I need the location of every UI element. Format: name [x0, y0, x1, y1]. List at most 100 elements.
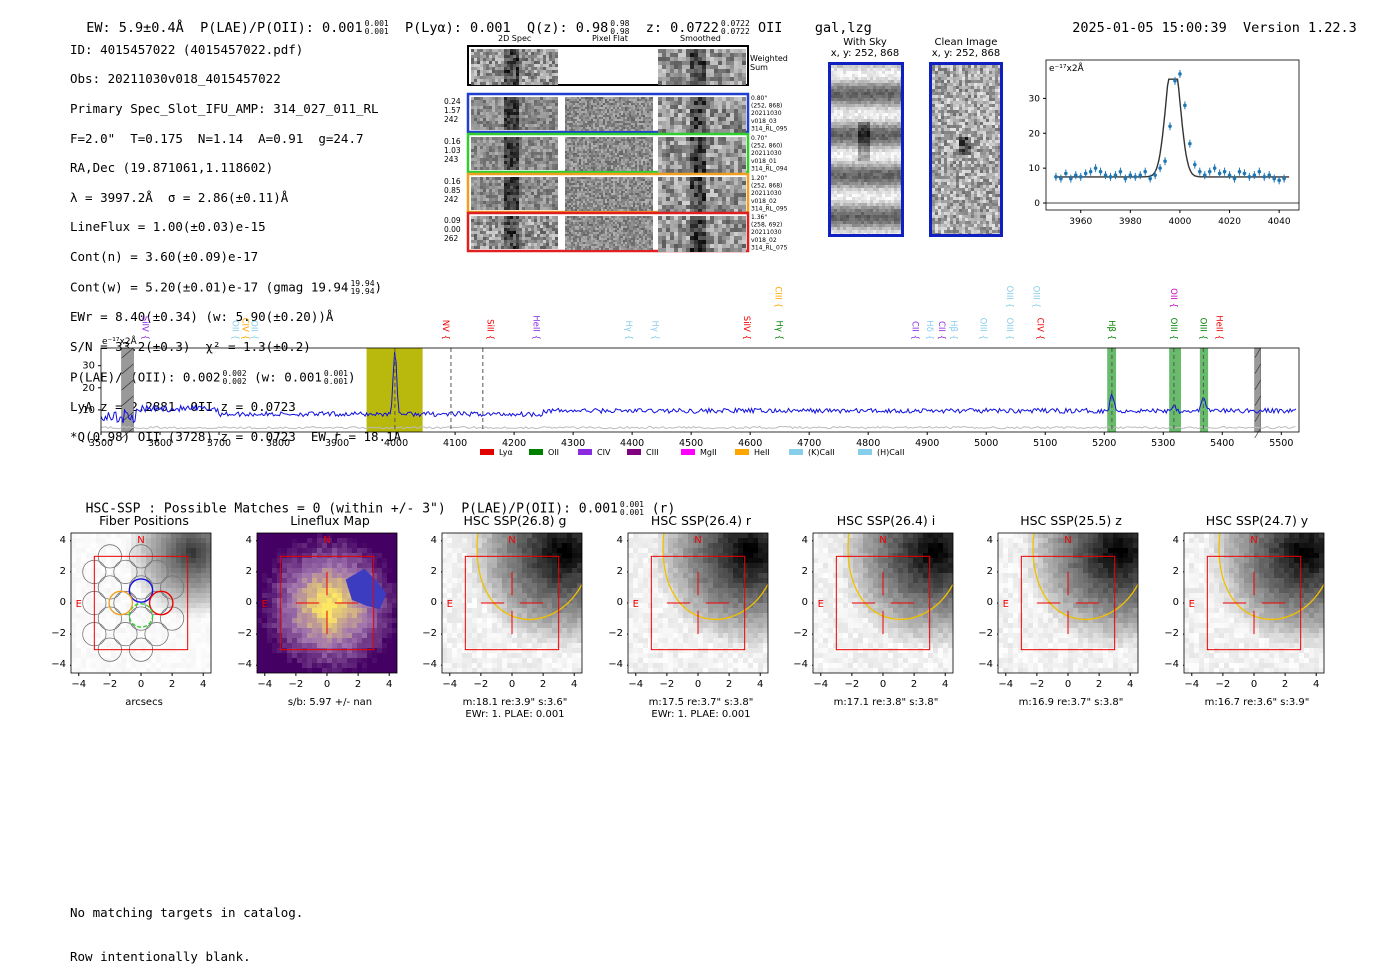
pixel [498, 118, 501, 121]
pixel [480, 167, 483, 170]
pixel [678, 145, 682, 149]
pixel [507, 204, 510, 207]
pixel [625, 141, 627, 143]
pixel [504, 167, 507, 170]
pixel [662, 169, 666, 173]
pixel [587, 97, 589, 99]
pixel [581, 187, 583, 189]
pixel [682, 157, 686, 161]
pixel [635, 185, 637, 187]
pixel [516, 186, 519, 189]
pixel [516, 246, 519, 249]
pixel [552, 55, 555, 58]
pixel [615, 185, 617, 187]
pixel [734, 149, 738, 153]
pixel [633, 189, 635, 191]
pixel [621, 222, 623, 224]
pixel [730, 97, 734, 101]
pixel [633, 137, 635, 139]
pixel [471, 237, 474, 240]
pixel [569, 109, 571, 111]
pixel [647, 107, 649, 109]
pixel [734, 109, 738, 113]
pixel [658, 201, 662, 205]
pixel [633, 153, 635, 155]
pixel [480, 216, 483, 219]
cutout-right-value: 314_RL_095 [751, 125, 788, 132]
pixel [651, 101, 653, 103]
pixel [577, 226, 579, 228]
pixel [579, 127, 581, 129]
pixel [507, 216, 510, 219]
info-plae: P(LAE)/P(OII): 0.002 0.002 0.002 (w: 0.001… [70, 368, 356, 386]
pixel [734, 197, 738, 201]
pixel [726, 193, 730, 197]
pixel [569, 216, 571, 218]
pixel [718, 149, 722, 153]
pixel [510, 219, 513, 222]
pixel [619, 143, 621, 145]
pixel [631, 161, 633, 163]
pixel [504, 246, 507, 249]
pixel [649, 207, 651, 209]
contw-text: Cont(w) = 5.20(±0.01)e-17 (gmag 19.94 [70, 279, 349, 295]
pixel [543, 97, 546, 100]
pixel [623, 187, 625, 189]
pixel [569, 224, 571, 226]
pixel [579, 155, 581, 157]
pixel [601, 169, 603, 171]
cutout-right-value: v018_01 [751, 158, 777, 165]
pixel [627, 177, 629, 179]
pixel [623, 111, 625, 113]
pixel [577, 167, 579, 169]
pixel [698, 137, 702, 141]
pixel [617, 161, 619, 163]
pixel [569, 151, 571, 153]
pixel [504, 243, 507, 246]
pixel [587, 165, 589, 167]
pixel [662, 53, 666, 57]
pixel [641, 143, 643, 145]
pixel [486, 127, 489, 130]
pixel [480, 64, 483, 67]
pixel [504, 152, 507, 155]
pixel [589, 153, 591, 155]
pixel [710, 169, 714, 173]
pixel [516, 52, 519, 55]
pixel [639, 163, 641, 165]
pixel [513, 183, 516, 186]
pixel [546, 73, 549, 76]
pixel [516, 161, 519, 164]
pixel [617, 145, 619, 147]
pixel [637, 203, 639, 205]
pixel [583, 99, 585, 101]
pixel [710, 69, 714, 73]
pixel [625, 119, 627, 121]
pixel [474, 143, 477, 146]
pixel [730, 125, 734, 129]
pixel [471, 49, 474, 52]
pixel [674, 189, 678, 193]
pixel [489, 195, 492, 198]
pixel [471, 158, 474, 161]
pixel [540, 207, 543, 210]
pixel [621, 109, 623, 111]
pixel [537, 76, 540, 79]
pixel [645, 201, 647, 203]
pixel [674, 129, 678, 133]
pixel [471, 186, 474, 189]
pixel [601, 195, 603, 197]
pixel [489, 192, 492, 195]
pixel [498, 149, 501, 152]
z-sub: 0.0722 [720, 27, 750, 36]
pixel [613, 183, 615, 185]
pixel [742, 181, 746, 185]
pixel [690, 157, 694, 161]
pixel [495, 192, 498, 195]
pixel [615, 220, 617, 222]
pixel [649, 103, 651, 105]
pixel [540, 228, 543, 231]
pixel [591, 161, 593, 163]
pixel [589, 191, 591, 193]
pixel [738, 141, 742, 145]
